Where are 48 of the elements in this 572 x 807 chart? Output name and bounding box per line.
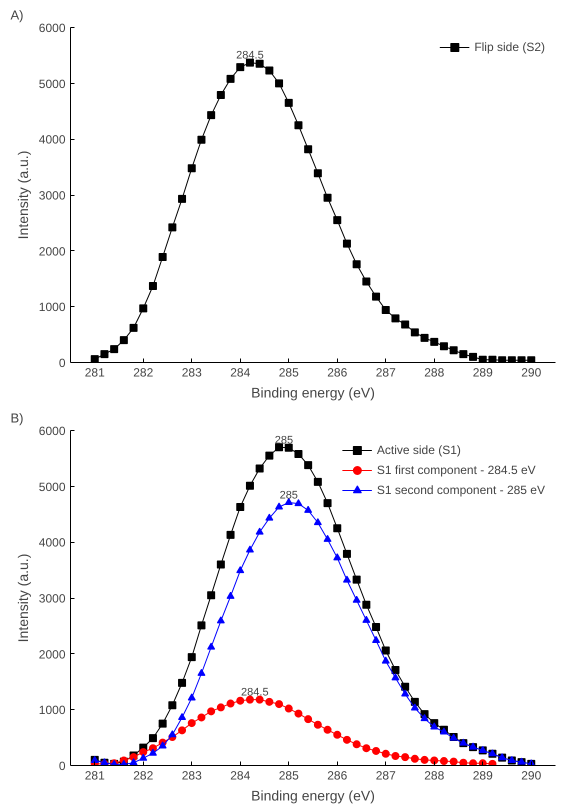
x-tick-label: 286 [327, 366, 348, 380]
x-tick-label: 282 [133, 366, 154, 380]
x-tick-label: 285 [278, 768, 300, 782]
x-tick-label: 281 [84, 768, 106, 782]
x-tick-label: 284 [230, 366, 251, 380]
y-tick-label: 5000 [38, 76, 66, 91]
x-axis-title: Binding energy (eV) [251, 384, 375, 400]
y-tick-label: 1000 [38, 703, 66, 718]
y-tick-label: 3000 [38, 188, 66, 202]
annotation: 285 [280, 490, 298, 502]
x-tick-label: 289 [472, 366, 494, 380]
x-tick-label: 289 [472, 768, 494, 782]
x-tick-label: 281 [84, 366, 106, 380]
y-tick-label: 0 [58, 356, 66, 370]
chart-title: A) [10, 8, 24, 22]
annotation: 284.5 [241, 686, 269, 699]
x-tick-label: 283 [182, 366, 202, 380]
y-axis-title: Intensity (a.u.) [14, 150, 31, 240]
legend-label: S1 second component - 285 eV [376, 483, 545, 497]
x-tick-label: 283 [182, 768, 202, 782]
x-tick-label: 286 [327, 768, 348, 782]
x-axis-title: Binding energy (eV) [251, 788, 375, 804]
y-tick-label: 4000 [38, 536, 66, 550]
x-tick-label: 288 [424, 366, 445, 380]
x-tick-label: 282 [133, 768, 154, 782]
legend-label: Flip side (S2) [474, 40, 545, 54]
annotation: 285 [274, 434, 294, 446]
y-tick-label: 6000 [38, 424, 66, 438]
annotation: 284.5 [236, 50, 264, 62]
legend-label: S1 first component - 284.5 eV [376, 463, 536, 477]
y-tick-label: 3000 [38, 592, 66, 606]
x-tick-label: 287 [376, 768, 396, 782]
chart-title: B) [10, 410, 24, 426]
x-tick-label: 285 [278, 366, 300, 380]
y-tick-label: 4000 [38, 132, 66, 147]
y-axis-title: Intensity (a.u.) [14, 554, 31, 642]
y-tick-label: 0 [58, 759, 66, 773]
y-tick-label: 1000 [38, 300, 66, 314]
y-tick-label: 5000 [38, 480, 66, 494]
y-tick-label: 2000 [38, 647, 66, 662]
x-tick-label: 290 [521, 768, 542, 782]
legend-label: Active side (S1) [376, 443, 461, 457]
x-tick-label: 290 [521, 366, 542, 380]
x-tick-label: 284 [230, 768, 251, 782]
y-tick-label: 6000 [38, 21, 66, 35]
y-tick-label: 2000 [38, 244, 66, 258]
x-tick-label: 287 [376, 366, 396, 380]
x-tick-label: 288 [424, 768, 445, 782]
